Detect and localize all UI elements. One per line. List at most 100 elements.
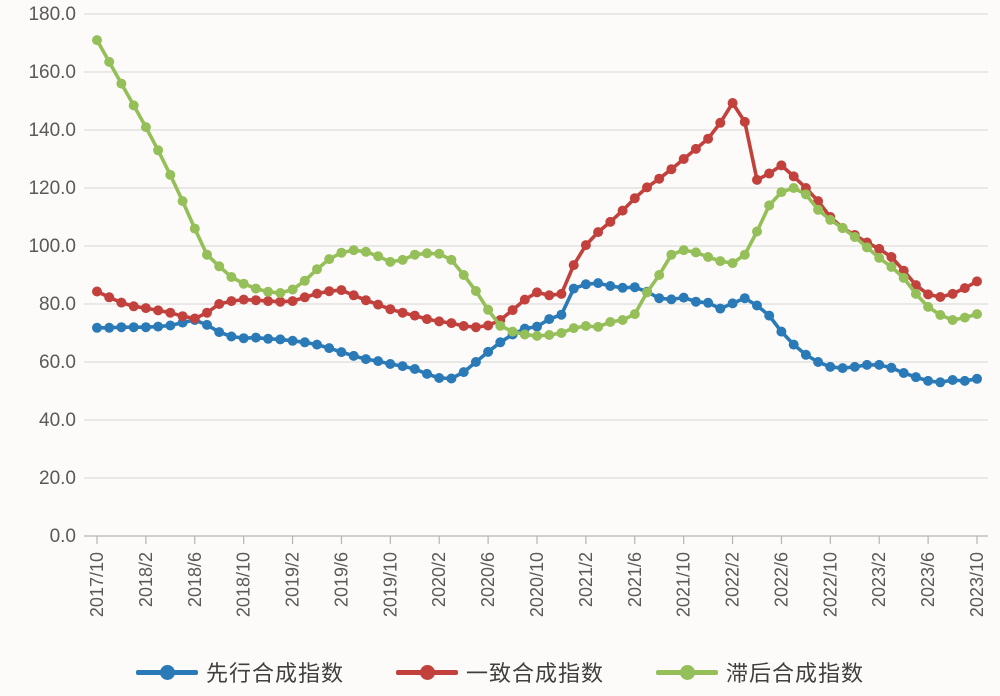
lagging-index-point [348, 245, 359, 256]
coincident-index-point [776, 160, 787, 171]
leading-index-point [250, 332, 261, 343]
x-axis-tick-label: 2021/2 [576, 552, 596, 607]
lagging-index-point [935, 310, 946, 320]
coincident-index-point [385, 304, 396, 315]
lagging-index-point [165, 169, 176, 180]
lagging-index-point [898, 272, 909, 283]
coincident-index-point [202, 307, 212, 318]
coincident-index-point [324, 286, 335, 297]
lagging-index-point [470, 286, 481, 296]
coincident-index-point [348, 290, 359, 301]
x-axis-tick-label: 2023/10 [967, 552, 987, 617]
leading-index-point [935, 377, 946, 388]
leading-index-point [556, 309, 567, 320]
coincident-index-point [226, 296, 237, 307]
lagging-index-point [923, 301, 934, 312]
coincident-index-point [703, 133, 714, 144]
lagging-index-point [580, 321, 591, 331]
x-axis-tick-label: 2022/6 [771, 552, 791, 607]
x-axis-tick-label: 2023/2 [869, 552, 889, 607]
leading-index-point [409, 364, 420, 374]
coincident-index-point [959, 283, 970, 294]
lagging-index-point [874, 252, 885, 263]
y-axis-tick-label: 60.0 [39, 352, 76, 373]
lagging-index-point [752, 226, 762, 237]
leading-index-point [434, 373, 445, 383]
x-axis-tick-label: 2019/10 [380, 552, 400, 617]
coincident-index-point [666, 164, 677, 175]
x-axis-tick-label: 2022/10 [820, 552, 840, 617]
leading-index-point [238, 333, 249, 344]
lagging-index-point [312, 264, 322, 275]
coincident-index-point [629, 193, 640, 204]
lagging-index-point [153, 145, 164, 156]
lagging-index-point [642, 287, 652, 298]
lagging-index-point [226, 272, 237, 282]
x-axis-tick-label: 2019/2 [283, 552, 303, 607]
leading-index-point [690, 296, 701, 307]
coincident-index-point [642, 182, 652, 193]
leading-index-point [764, 310, 775, 321]
leading-index-point [165, 320, 176, 331]
coincident-index-point [409, 310, 420, 321]
coincident-index-point [312, 288, 322, 299]
lagging-index-point [434, 248, 445, 259]
lagging-index-point [593, 321, 604, 332]
coincident-index-point [764, 168, 775, 179]
coincident-index-point [128, 301, 139, 312]
lagging-index-point [360, 246, 371, 257]
leading-index-point [128, 322, 139, 333]
coincident-index-point [935, 292, 946, 302]
leading-index-point [959, 375, 970, 386]
leading-index-point [446, 373, 457, 384]
leading-index-point [336, 347, 347, 358]
coincident-index-point [422, 314, 432, 325]
coincident-index-point [715, 117, 726, 128]
x-axis-tick-label: 2020/10 [527, 552, 547, 617]
coincident-index-point [813, 196, 824, 207]
leading-index-point [972, 373, 982, 384]
coincident-index-point [92, 286, 102, 297]
leading-index-point [532, 321, 542, 332]
leading-index-point [470, 357, 481, 367]
coincident-index-point [140, 303, 151, 314]
coincident-index-point [544, 290, 555, 301]
coincident-index-point [483, 320, 494, 331]
lagging-index-point [629, 309, 640, 320]
coincident-index-point [910, 280, 921, 291]
lagging-index-point [800, 189, 811, 200]
leading-index-point [202, 319, 212, 330]
leading-index-point [324, 343, 335, 354]
coincident-index-point [250, 295, 261, 306]
leading-index-point [275, 334, 286, 345]
coincident-index-point [104, 292, 115, 303]
leading-index-point [568, 283, 579, 294]
legend-item-coincident-index: 一致合成指数 [395, 656, 604, 688]
leading-index-point [617, 282, 628, 293]
leading-index-point [263, 333, 274, 344]
leading-index-point [813, 357, 824, 367]
leading-index-point [739, 293, 750, 304]
coincident-index-point [165, 307, 176, 318]
leading-index-point [385, 359, 396, 369]
coincident-index-point [507, 305, 518, 316]
lagging-index-point [519, 329, 530, 340]
lagging-index-point [92, 35, 102, 46]
coincident-index-point [287, 296, 298, 307]
leading-index-point [947, 375, 958, 385]
leading-index-point [593, 278, 604, 289]
leading-index-point [140, 322, 151, 333]
leading-index-point [666, 294, 677, 305]
coincident-index-point [177, 311, 188, 322]
lagging-index-point [409, 249, 420, 260]
lagging-index-point [422, 248, 432, 259]
coincident-index-point [752, 174, 762, 185]
lagging-index-point [776, 187, 787, 198]
legend-label-lagging-index: 滞后合成指数 [726, 661, 865, 686]
coincident-index-point [532, 287, 542, 298]
leading-index-point [837, 363, 848, 374]
coincident-index-point [690, 143, 701, 154]
leading-index-point [800, 349, 811, 360]
leading-index-point [483, 346, 494, 357]
y-axis-tick-label: 80.0 [39, 294, 76, 315]
